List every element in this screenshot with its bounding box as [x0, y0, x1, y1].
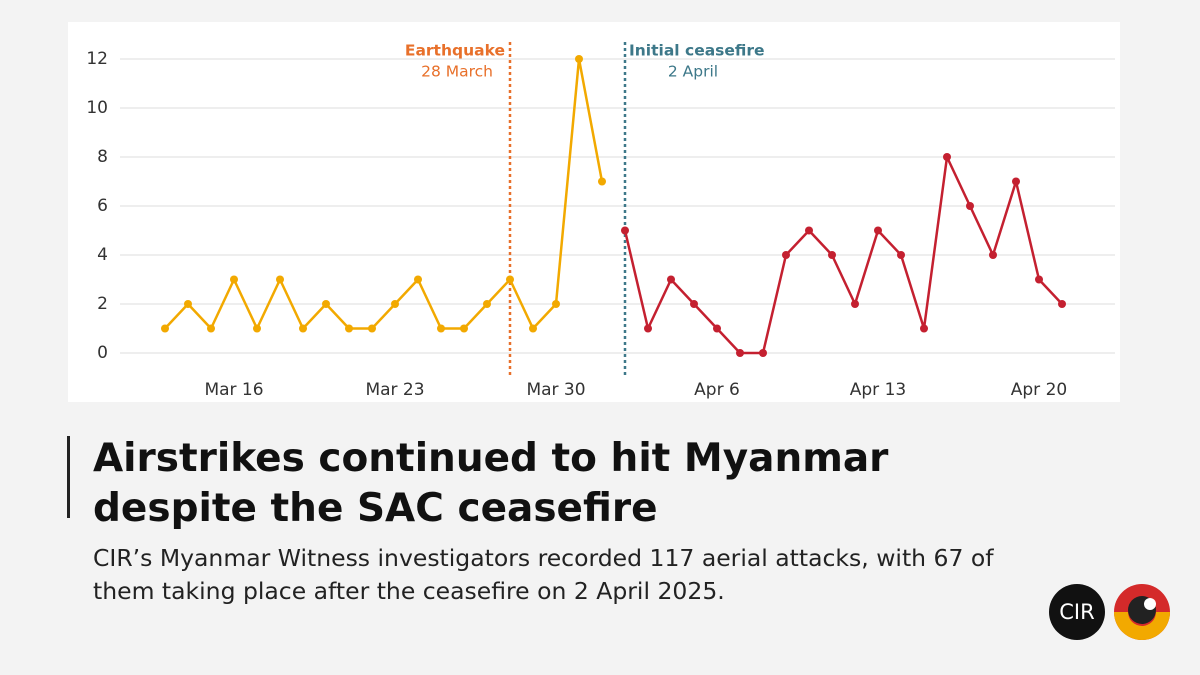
point — [460, 324, 468, 333]
point — [322, 300, 330, 308]
point — [782, 251, 790, 259]
point — [253, 324, 261, 333]
witness-logo — [1114, 584, 1170, 640]
point — [644, 324, 652, 333]
point — [391, 300, 399, 308]
point — [161, 324, 169, 333]
series-line — [623, 155, 1063, 355]
point — [690, 300, 698, 308]
point — [759, 349, 767, 357]
point — [207, 324, 215, 333]
point — [851, 300, 859, 308]
point — [483, 300, 491, 308]
description: CIR’s Myanmar Witness investigators reco… — [93, 544, 994, 605]
annotation-title: Initial ceasefire — [629, 42, 765, 60]
point — [230, 275, 238, 284]
point — [943, 153, 951, 161]
point — [1058, 300, 1066, 308]
point — [874, 226, 882, 235]
point — [897, 251, 905, 259]
annotation-subtext: 2 April — [668, 63, 718, 81]
point — [989, 251, 997, 259]
point — [184, 300, 192, 308]
y-tick-label: 10 — [86, 98, 108, 118]
chart: 0 2 4 6 8 10 12 Mar 16 Mar 23 Mar 30 Apr 6 Apr 13 Ap… — [68, 22, 1120, 402]
y-tick-label: 6 — [97, 196, 108, 216]
point — [966, 202, 974, 210]
point — [920, 324, 928, 333]
x-tick-label: Mar 16 — [204, 380, 263, 400]
point — [552, 300, 560, 308]
chart-panel — [68, 22, 1120, 402]
point — [299, 324, 307, 333]
x-tick-label: Mar 23 — [365, 380, 424, 400]
point — [713, 324, 721, 333]
point — [414, 275, 422, 284]
point — [828, 251, 836, 259]
logo-text: CIR — [1059, 600, 1094, 624]
y-tick-label: 0 — [97, 343, 108, 363]
point — [598, 177, 606, 186]
y-tick-label: 8 — [97, 147, 108, 167]
annotation-subtext: 28 March — [421, 63, 493, 81]
headline: Airstrikes continued to hit Myanmar desp… — [93, 436, 889, 531]
point — [805, 226, 813, 235]
point — [368, 324, 376, 333]
x-tick-label: Apr 20 — [1011, 380, 1067, 400]
annotation-title: Earthquake — [405, 42, 505, 60]
y-tick-label: 4 — [97, 245, 108, 265]
point — [1012, 177, 1020, 186]
y-tick-label: 12 — [86, 49, 108, 69]
point — [1035, 275, 1043, 284]
point — [506, 275, 514, 284]
point — [529, 324, 537, 333]
y-tick-label: 2 — [97, 294, 108, 314]
point — [575, 55, 583, 63]
point — [621, 226, 629, 235]
accent-bar — [67, 436, 70, 518]
point — [345, 324, 353, 333]
point — [667, 275, 675, 284]
x-tick-label: Apr 13 — [850, 380, 906, 400]
point — [276, 275, 284, 284]
point — [437, 324, 445, 333]
point — [736, 349, 744, 357]
x-tick-label: Mar 30 — [526, 380, 585, 400]
cir-logo — [1049, 584, 1105, 640]
series-line — [164, 57, 604, 330]
x-tick-label: Apr 6 — [694, 380, 740, 400]
